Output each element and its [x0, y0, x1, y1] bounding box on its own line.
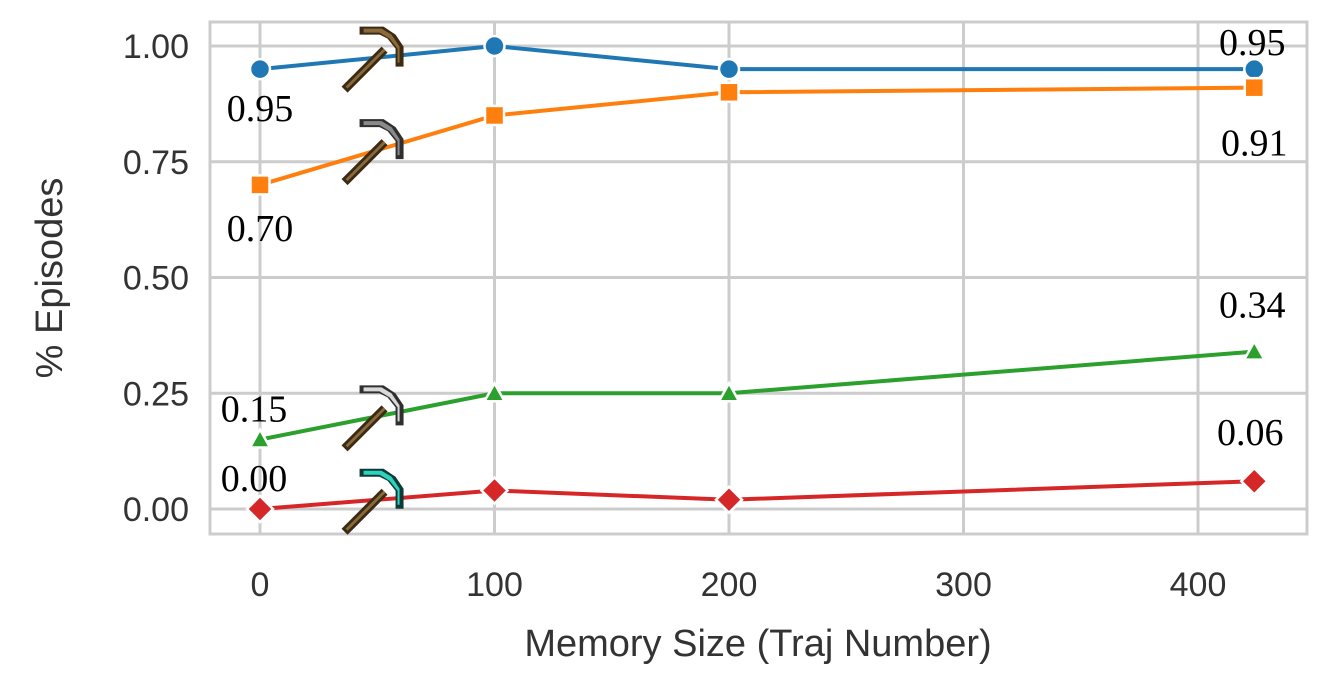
- iron-pickaxe-handle-fill: [345, 407, 386, 448]
- iron-pickaxe-point: [247, 426, 273, 449]
- x-tick-label: 0: [251, 566, 270, 604]
- stone-pickaxe-point: [718, 81, 740, 104]
- grid-lines: [210, 22, 1307, 534]
- iron-pickaxe-icon: [341, 385, 404, 452]
- y-axis-title: % Episodes: [29, 178, 71, 379]
- data-label: 0.91: [1221, 123, 1288, 165]
- diamond-pickaxe-handle-fill: [345, 490, 386, 531]
- stone-pickaxe-handle-fill: [345, 141, 386, 182]
- iron-pickaxe-point: [482, 380, 507, 403]
- wooden-pickaxe-handle-fill: [345, 48, 386, 89]
- x-tick-label: 300: [935, 566, 992, 604]
- data-label: 0.70: [227, 208, 294, 250]
- diamond-pickaxe-head-fill: [363, 470, 400, 505]
- diamond-pickaxe-point: [1239, 466, 1270, 496]
- x-axis-title: Memory Size (Traj Number): [524, 623, 991, 665]
- iron-pickaxe-point: [1242, 339, 1267, 361]
- y-tick-label: 0.50: [123, 260, 189, 298]
- diamond-pickaxe-point: [714, 484, 744, 515]
- data-label: 0.34: [1219, 285, 1286, 327]
- data-labels: 0.95 0.95 0.70 0.91 0.15 0.34 0.00 0.06: [221, 22, 1288, 500]
- data-label: 0.95: [1219, 22, 1286, 64]
- stone-pickaxe-point: [249, 174, 271, 196]
- diamond-pickaxe-point: [479, 475, 510, 506]
- diamond-pickaxe-line: [259, 479, 1255, 511]
- iron-pickaxe-line: [259, 349, 1255, 442]
- data-label: 0.15: [221, 389, 288, 431]
- iron-pickaxe-point: [716, 380, 742, 403]
- diamond-pickaxe-icon: [341, 468, 404, 535]
- x-tick-label: 400: [1170, 566, 1227, 604]
- y-tick-label: 0.00: [123, 491, 189, 529]
- iron-pickaxe-head-fill: [363, 387, 400, 422]
- plot-frame: [208, 20, 1309, 536]
- data-label: 0.95: [227, 88, 294, 130]
- y-tick-label: 1.00: [123, 28, 189, 66]
- wooden-pickaxe-point: [483, 34, 506, 58]
- stone-pickaxe-point: [1243, 76, 1266, 99]
- stone-pickaxe-point: [483, 104, 506, 127]
- x-tick-labels: 0 100 200 300 400: [251, 566, 1227, 604]
- x-tick-label: 200: [701, 566, 758, 604]
- pickaxe-icons: [341, 26, 404, 535]
- x-tick-label: 100: [466, 566, 523, 604]
- diamond-pickaxe-point: [245, 494, 275, 524]
- stone-pickaxe-line: [259, 85, 1255, 187]
- y-tick-label: 0.25: [123, 375, 189, 413]
- wooden-pickaxe-line: [259, 44, 1255, 72]
- data-label: 0.00: [221, 458, 288, 500]
- data-label: 0.06: [1217, 412, 1284, 454]
- wooden-pickaxe-point: [717, 57, 741, 81]
- wooden-pickaxe-icon: [341, 26, 404, 93]
- stone-pickaxe-head-fill: [363, 121, 400, 156]
- y-tick-label: 0.75: [123, 144, 189, 182]
- stone-pickaxe-icon: [341, 119, 404, 186]
- wooden-pickaxe-point: [248, 57, 272, 81]
- wooden-pickaxe-head-fill: [363, 28, 400, 63]
- y-tick-labels: 0.00 0.25 0.50 0.75 1.00: [123, 28, 189, 529]
